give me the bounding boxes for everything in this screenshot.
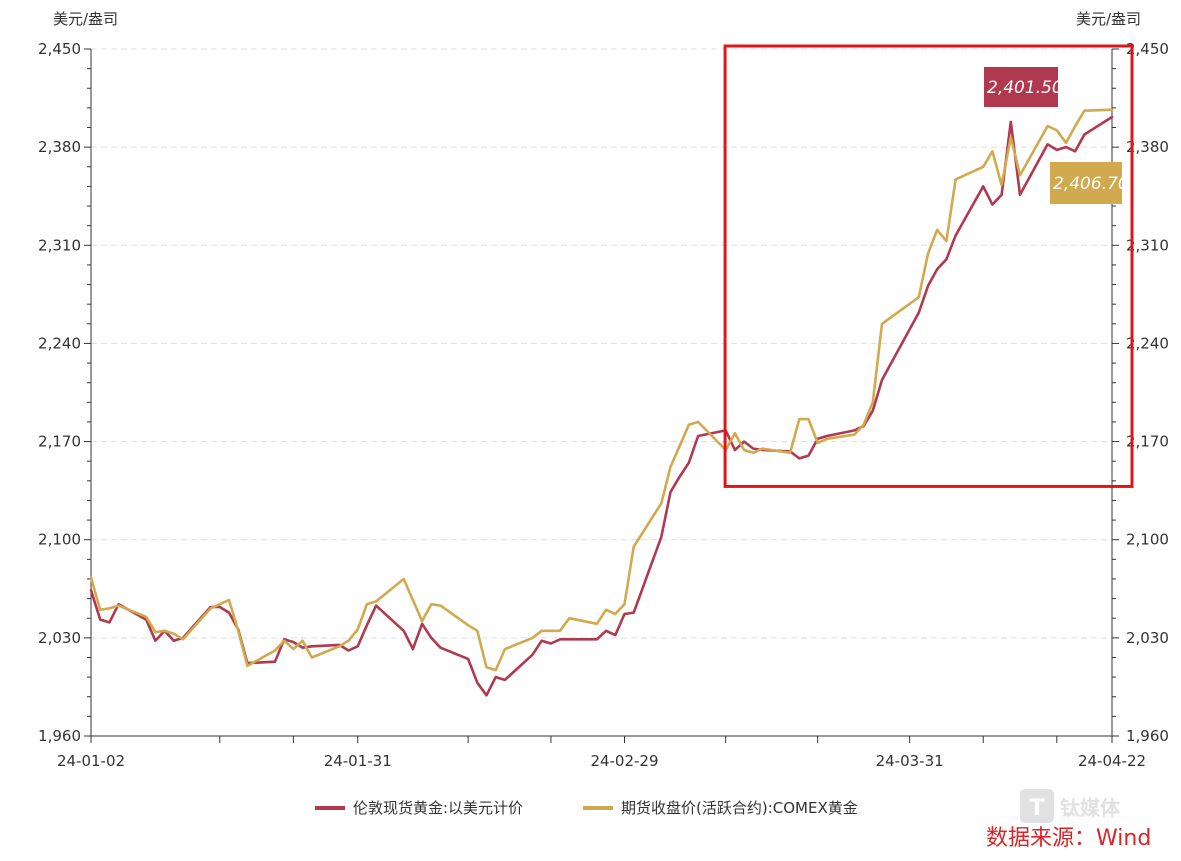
last-value-label-1: 2,406.70 — [1053, 174, 1129, 194]
y-tick-label-right: 1,960 — [1126, 727, 1169, 745]
last-value-callouts: 2,401.50 2,406.70 — [984, 67, 1129, 204]
x-tick-label: 24-04-22 — [1078, 752, 1146, 770]
y-tick-label-left: 2,030 — [38, 629, 81, 647]
x-tick-label: 24-02-29 — [590, 752, 658, 770]
data-source-note: 数据来源：Wind — [986, 826, 1151, 851]
x-tick-label: 24-01-31 — [324, 752, 392, 770]
y-tick-label-right: 2,240 — [1126, 334, 1169, 352]
y-tick-labels-left: 1,960 2,030 2,100 2,170 2,240 2,310 2,380 2,450 — [38, 40, 81, 745]
last-value-badge-1 — [1050, 162, 1122, 204]
axes — [84, 48, 1119, 737]
x-tick-labels: 24-01-02 24-01-31 24-02-29 24-03-31 24-04-22 — [57, 736, 1146, 770]
y-tick-label-right: 2,170 — [1126, 433, 1169, 451]
y-tick-label-right: 2,380 — [1126, 138, 1169, 156]
y-tick-labels-right: 1,960 2,030 2,100 2,170 2,240 2,310 2,380 2,450 — [1126, 40, 1169, 745]
y-tick-label-right: 2,450 — [1126, 40, 1169, 58]
y-tick-label-left: 2,450 — [38, 40, 81, 58]
y-tick-label-left: 1,960 — [38, 727, 81, 745]
y-axis-unit-left: 美元/盎司 — [53, 10, 118, 28]
x-tick-label: 24-03-31 — [876, 752, 944, 770]
legend-label-1: 期货收盘价(活跃合约):COMEX黄金 — [621, 799, 858, 817]
last-value-badge-0 — [984, 67, 1058, 107]
highlight-box — [723, 44, 1134, 488]
svg-text:T: T — [1029, 796, 1044, 821]
watermark-logo: T 钛媒体 — [1020, 789, 1121, 823]
y-tick-label-left: 2,380 — [38, 138, 81, 156]
y-tick-label-right: 2,310 — [1126, 236, 1169, 254]
grid-lines — [91, 48, 1112, 639]
y-tick-label-left: 2,240 — [38, 334, 81, 352]
series-lines — [89, 108, 1114, 697]
legend-label-0: 伦敦现货黄金:以美元计价 — [353, 799, 523, 817]
x-tick-label: 24-01-02 — [57, 752, 125, 770]
y-tick-label-right: 2,030 — [1126, 629, 1169, 647]
y-tick-label-left: 2,170 — [38, 433, 81, 451]
y-tick-label-left: 2,310 — [38, 236, 81, 254]
last-value-label-0: 2,401.50 — [987, 78, 1063, 98]
y-tick-label-right: 2,100 — [1126, 531, 1169, 549]
series-line-1 — [89, 108, 1114, 672]
y-tick-label-left: 2,100 — [38, 531, 81, 549]
y-axis-unit-right: 美元/盎司 — [1076, 10, 1141, 28]
watermark-text: 钛媒体 — [1060, 796, 1121, 820]
series-line-0 — [89, 115, 1114, 697]
legend: 伦敦现货黄金:以美元计价 期货收盘价(活跃合约):COMEX黄金 — [315, 799, 858, 817]
